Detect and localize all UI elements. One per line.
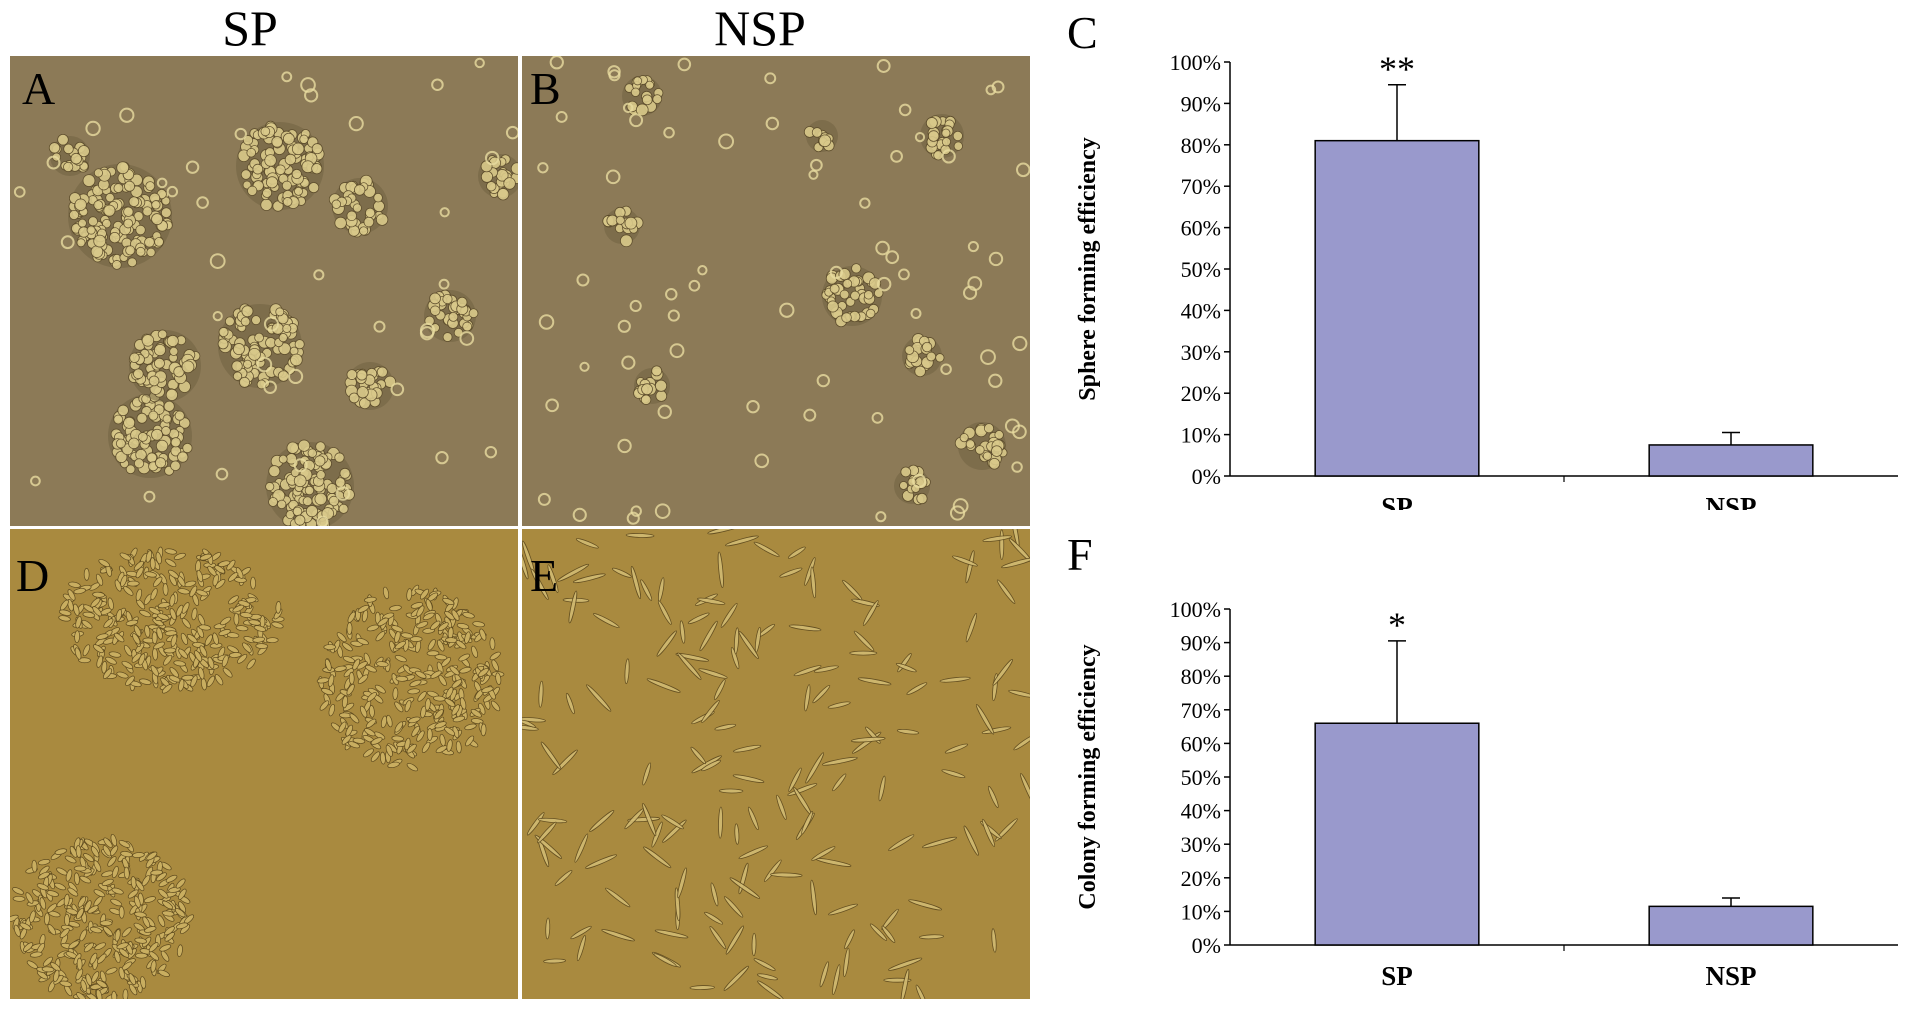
y-axis-label: Colony forming efficiency <box>1075 644 1101 909</box>
cell-cluster <box>803 120 838 153</box>
panel-letter-a: A <box>22 63 56 114</box>
cell-cluster <box>954 422 1008 470</box>
cell-cluster <box>328 174 389 238</box>
cell-cluster <box>478 154 518 201</box>
y-tick-label: 50% <box>1181 257 1221 282</box>
y-tick-label: 0% <box>1192 464 1221 489</box>
y-tick-label: 40% <box>1181 298 1221 323</box>
y-axis-label: Sphere forming efficiency <box>1075 137 1101 401</box>
micrograph-sp-colonies: D <box>10 529 518 999</box>
panel-letter-c: C <box>1067 7 1098 58</box>
cell-cluster <box>424 289 479 342</box>
y-tick-label: 30% <box>1181 340 1221 365</box>
y-tick-label: 10% <box>1181 423 1221 448</box>
y-tick-label: 30% <box>1181 832 1221 857</box>
column-header-nsp: NSP <box>714 0 806 56</box>
y-tick-label: 90% <box>1181 631 1221 656</box>
cell-cluster <box>48 133 90 176</box>
y-tick-label: 10% <box>1181 899 1221 924</box>
bar-nsp <box>1648 905 1814 946</box>
cell-cluster <box>236 120 325 212</box>
x-tick-label-sp: SP <box>1381 492 1413 510</box>
y-tick-label: 80% <box>1181 133 1221 158</box>
cell-cluster <box>894 464 931 506</box>
y-tick-label: 20% <box>1181 866 1221 891</box>
bar-nsp <box>1648 444 1814 477</box>
column-header-sp: SP <box>222 0 278 56</box>
chart-sphere-forming-efficiency: Sphere forming efficiency 0% 10% 20% 30% 40% 5… <box>1075 49 1898 510</box>
cell-cluster <box>217 303 305 390</box>
cell-cluster <box>128 329 201 402</box>
y-tick-label: 70% <box>1181 174 1221 199</box>
y-tick-label: 40% <box>1181 799 1221 824</box>
panel-letter-f: F <box>1067 529 1093 580</box>
y-tick-label: 70% <box>1181 698 1221 723</box>
y-tick-label: 100% <box>1170 50 1221 75</box>
y-tick-label: 90% <box>1181 91 1221 116</box>
y-tick-label: 60% <box>1181 216 1221 241</box>
cell-cluster <box>344 362 397 410</box>
chart-colony-forming-efficiency: Colony forming efficiency 0% 10% 20% 30% 40% 5… <box>1075 597 1898 991</box>
x-tick-label-sp: SP <box>1381 961 1413 991</box>
panel-letter-b: B <box>530 63 561 114</box>
cell-cluster <box>68 161 173 270</box>
x-tick-label-nsp: NSP <box>1705 961 1756 991</box>
micrograph-sp-spheres: A <box>10 56 518 526</box>
y-tick-label: 100% <box>1170 597 1221 622</box>
cell-cluster <box>920 114 964 161</box>
cell-cluster <box>602 205 644 248</box>
panel-letter-e: E <box>530 550 559 601</box>
significance-marker: ** <box>1379 49 1415 89</box>
y-tick-label: 20% <box>1181 381 1221 406</box>
bar-sp <box>1314 139 1480 477</box>
micrograph-nsp-spheres: B <box>522 56 1030 526</box>
cell-cluster <box>821 263 884 328</box>
y-tick-label: 0% <box>1192 933 1221 958</box>
y-tick-label: 50% <box>1181 765 1221 790</box>
y-tick-label: 60% <box>1181 731 1221 756</box>
cell-colony <box>316 584 505 772</box>
micrograph-nsp-colonies: E <box>522 529 1030 999</box>
y-tick-label: 80% <box>1181 664 1221 689</box>
x-tick-label-nsp: NSP <box>1705 492 1756 510</box>
bar-sp <box>1314 722 1480 946</box>
cell-cluster <box>902 333 945 378</box>
cell-colony <box>58 546 285 694</box>
cell-cluster <box>633 365 670 405</box>
significance-marker: * <box>1388 605 1406 645</box>
cell-colony <box>10 833 194 999</box>
panel-letter-d: D <box>16 550 50 601</box>
